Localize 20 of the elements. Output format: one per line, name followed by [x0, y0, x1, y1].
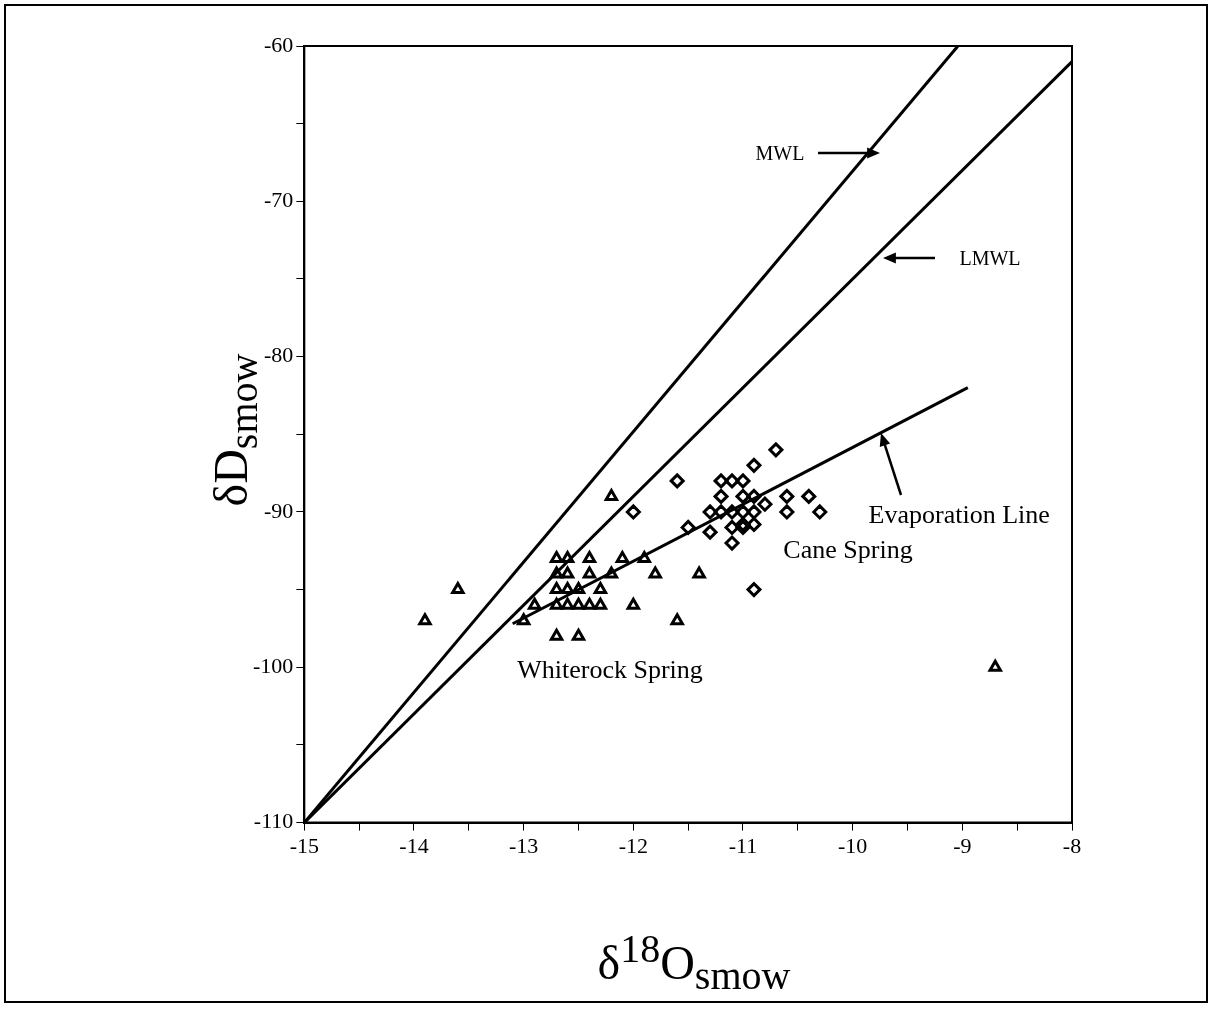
- x-axis-title: δ$^{18}$O$_{smow}$: [597, 924, 791, 1000]
- x-tick-label: -12: [618, 832, 648, 858]
- x-tick-label: -14: [399, 832, 429, 858]
- annotation: Cane Spring: [783, 535, 913, 565]
- y-tick-label: -110: [253, 808, 294, 834]
- x-tick-label: -9: [953, 832, 972, 858]
- x-tick-label: -11: [728, 832, 758, 858]
- x-tick-label: -8: [1062, 832, 1082, 858]
- y-tick-label: -60: [264, 31, 294, 57]
- x-tick-label: -15: [289, 832, 319, 858]
- y-tick-label: -100: [253, 653, 294, 679]
- annotation: MWL: [755, 141, 805, 165]
- annotation: LMWL: [959, 246, 1021, 270]
- y-tick-label: -70: [264, 187, 294, 213]
- x-tick-label: -10: [838, 832, 868, 858]
- y-tick-label: -90: [264, 497, 294, 523]
- annotation: Whiterock Spring: [517, 655, 703, 685]
- annotation: Evaporation Line: [868, 499, 1050, 530]
- y-tick-label: -80: [264, 342, 294, 368]
- x-tick-label: -13: [509, 832, 539, 858]
